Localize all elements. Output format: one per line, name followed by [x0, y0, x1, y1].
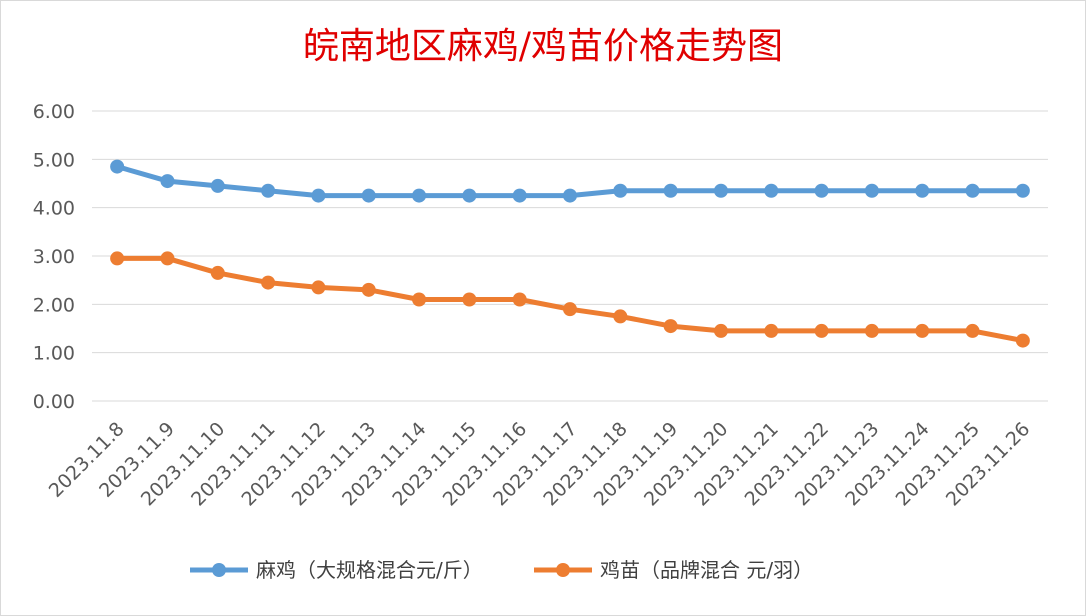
data-point [462, 292, 477, 307]
y-axis-ticks: 0.00 1.00 2.00 3.00 4.00 5.00 6.00 [33, 101, 75, 413]
series-layer [110, 159, 1030, 348]
data-point [512, 188, 527, 203]
legend-label: 麻鸡（大规格混合元/斤） [256, 558, 483, 582]
data-point [110, 251, 125, 266]
y-tick-label: 3.00 [33, 246, 75, 268]
data-point [713, 323, 728, 338]
legend-label: 鸡苗（品牌混合 元/羽） [600, 558, 813, 582]
data-point [915, 183, 930, 198]
data-point [965, 183, 980, 198]
data-point [814, 183, 829, 198]
data-point [361, 188, 376, 203]
data-point [210, 265, 225, 280]
data-point [412, 188, 427, 203]
series-1 [110, 159, 1030, 203]
legend-item: 鸡苗（品牌混合 元/羽） [534, 558, 813, 582]
data-point [864, 183, 879, 198]
data-point [1015, 333, 1030, 348]
data-point [110, 159, 125, 174]
data-point [915, 323, 930, 338]
data-point [1015, 183, 1030, 198]
y-tick-label: 4.00 [33, 198, 75, 220]
series-2 [110, 251, 1030, 348]
y-tick-label: 5.00 [33, 149, 75, 171]
y-tick-label: 6.00 [33, 101, 75, 123]
data-point [210, 178, 225, 193]
data-point [311, 280, 326, 295]
data-point [261, 275, 276, 290]
data-point [814, 323, 829, 338]
data-point [160, 251, 175, 266]
chart-title: 皖南地区麻鸡/鸡苗价格走势图 [303, 26, 783, 67]
y-tick-label: 1.00 [33, 343, 75, 365]
data-point [311, 188, 326, 203]
data-point [512, 292, 527, 307]
data-point [663, 319, 678, 334]
data-point [713, 183, 728, 198]
data-point [663, 183, 678, 198]
y-tick-label: 0.00 [33, 391, 75, 413]
data-point [563, 188, 577, 203]
data-point [563, 302, 577, 317]
data-point [613, 309, 628, 324]
data-point [764, 323, 779, 338]
legend: 麻鸡（大规格混合元/斤） 鸡苗（品牌混合 元/羽） [190, 558, 813, 582]
legend-item: 麻鸡（大规格混合元/斤） [190, 558, 483, 582]
data-point [261, 183, 276, 198]
legend-marker [556, 563, 570, 577]
data-point [764, 183, 779, 198]
y-tick-label: 2.00 [33, 294, 75, 316]
data-point [462, 188, 477, 203]
data-point [412, 292, 427, 307]
data-point [613, 183, 628, 198]
data-point [864, 323, 879, 338]
data-point [965, 323, 980, 338]
data-point [361, 282, 376, 297]
data-point [160, 174, 175, 189]
legend-marker [212, 563, 226, 577]
